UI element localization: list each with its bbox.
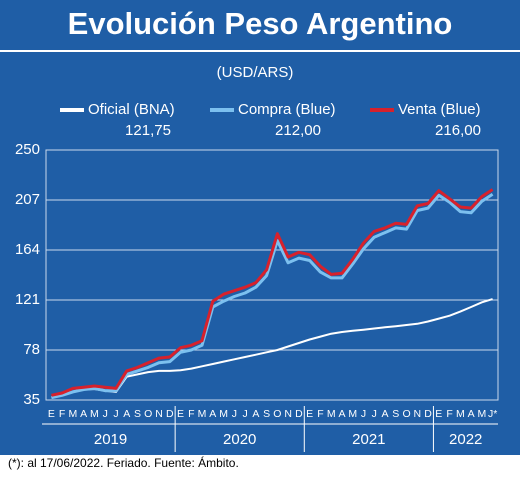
x-tick-label: F [188, 408, 194, 420]
x-tick-label: M [69, 408, 78, 420]
x-tick-label: M [456, 408, 465, 420]
year-label: 2022 [449, 431, 482, 448]
x-tick-label: A [468, 408, 475, 420]
x-tick-label: M [348, 408, 357, 420]
background [0, 0, 520, 455]
x-tick-label: J [372, 408, 377, 420]
x-tick-label: A [338, 408, 345, 420]
x-tick-label: E [48, 408, 55, 420]
y-tick-label: 164 [15, 241, 40, 258]
y-tick-label: 35 [23, 391, 40, 408]
x-tick-label: N [155, 408, 163, 420]
legend-value: 121,75 [125, 122, 171, 139]
x-tick-label: M [198, 408, 207, 420]
y-tick-label: 78 [23, 341, 40, 358]
x-tick-label: A [252, 408, 259, 420]
legend-value: 212,00 [275, 122, 321, 139]
x-tick-label: F [317, 408, 323, 420]
x-tick-label: D [295, 408, 303, 420]
chart-subtitle: (USD/ARS) [217, 64, 294, 81]
x-tick-label: A [123, 408, 130, 420]
chart-title: Evolución Peso Argentino [68, 6, 453, 41]
legend-label: Venta (Blue) [398, 101, 481, 118]
x-tick-label: S [392, 408, 399, 420]
year-label: 2021 [352, 431, 385, 448]
x-tick-label: N [413, 408, 421, 420]
legend-value: 216,00 [435, 122, 481, 139]
x-tick-label: E [435, 408, 442, 420]
x-tick-label: J [103, 408, 108, 420]
x-tick-label: J [361, 408, 366, 420]
x-tick-label: O [144, 408, 152, 420]
y-tick-label: 250 [15, 141, 40, 158]
x-tick-label: J [232, 408, 237, 420]
x-tick-label: J* [488, 408, 497, 420]
x-tick-label: M [327, 408, 336, 420]
x-tick-label: E [177, 408, 184, 420]
x-tick-label: M [477, 408, 486, 420]
x-tick-label: F [446, 408, 452, 420]
x-tick-label: A [381, 408, 388, 420]
year-label: 2019 [94, 431, 127, 448]
x-tick-label: O [402, 408, 410, 420]
x-tick-label: F [59, 408, 65, 420]
x-tick-label: J [113, 408, 118, 420]
x-tick-label: M [219, 408, 228, 420]
series-line [51, 192, 494, 400]
x-tick-label: O [273, 408, 281, 420]
x-tick-label: E [306, 408, 313, 420]
x-tick-label: S [134, 408, 141, 420]
x-tick-label: S [263, 408, 270, 420]
y-tick-label: 207 [15, 191, 40, 208]
x-tick-label: N [284, 408, 292, 420]
y-tick-label: 121 [15, 291, 40, 308]
x-tick-label: M [90, 408, 99, 420]
x-tick-label: A [80, 408, 87, 420]
x-tick-label: J [242, 408, 247, 420]
year-label: 2020 [223, 431, 256, 448]
footnote: (*): al 17/06/2022. Feriado. Fuente: Ámb… [8, 455, 239, 470]
x-tick-label: D [166, 408, 174, 420]
x-tick-label: A [209, 408, 216, 420]
series-line [51, 188, 494, 397]
legend-label: Oficial (BNA) [88, 101, 175, 118]
legend-label: Compra (Blue) [238, 101, 336, 118]
x-tick-label: D [424, 408, 432, 420]
